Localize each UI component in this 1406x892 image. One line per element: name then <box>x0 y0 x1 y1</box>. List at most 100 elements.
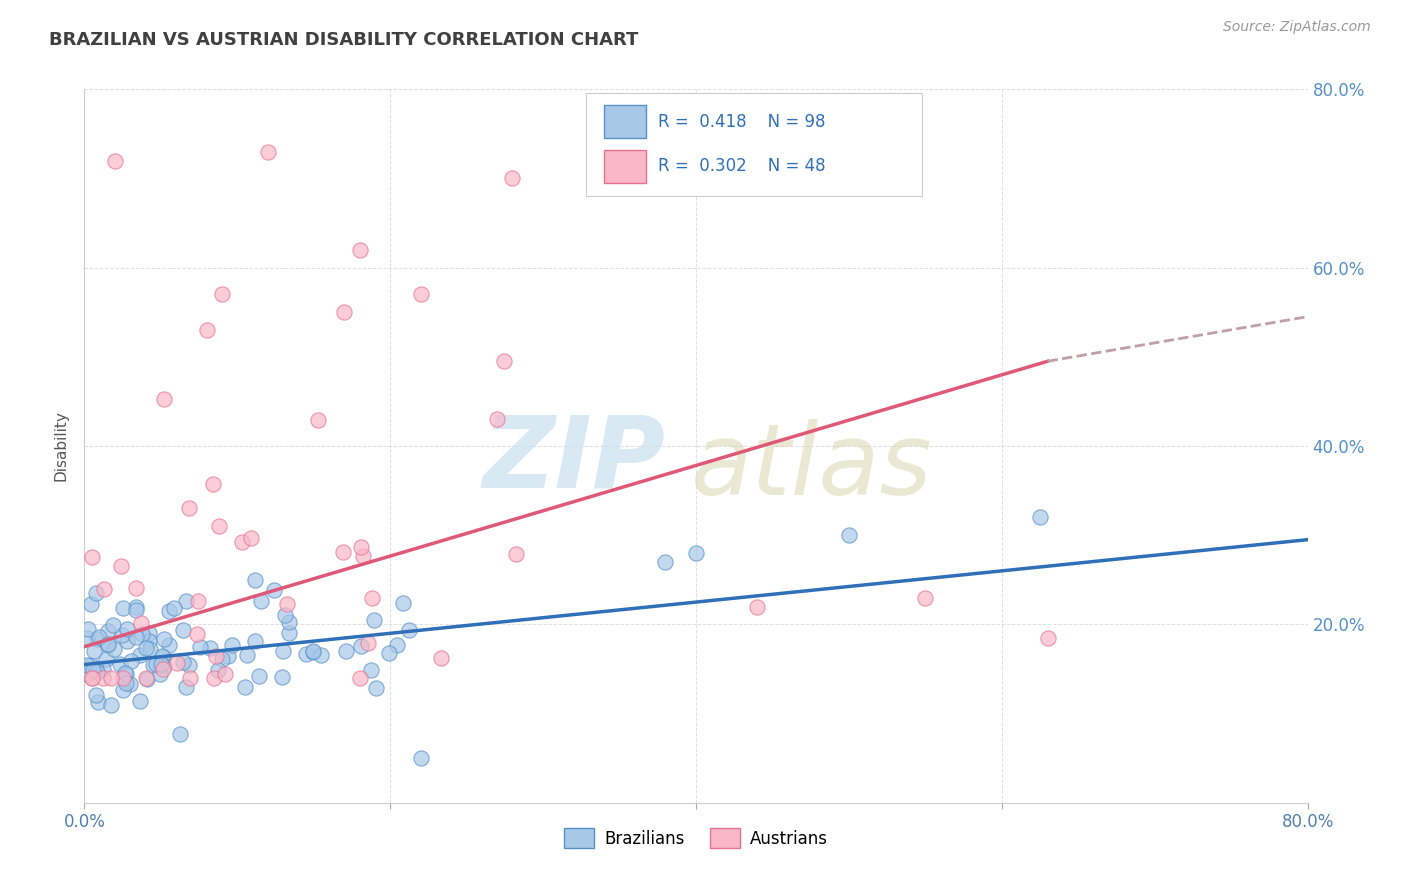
Austrians <box>187 593 209 607</box>
Text: BRAZILIAN VS AUSTRIAN DISABILITY CORRELATION CHART: BRAZILIAN VS AUSTRIAN DISABILITY CORRELA… <box>49 31 638 49</box>
Austrians <box>239 531 262 545</box>
Brazilians <box>76 631 98 645</box>
Brazilians <box>153 658 176 673</box>
Austrians <box>332 545 354 559</box>
Brazilians <box>301 645 323 659</box>
Brazilians <box>125 602 148 616</box>
Brazilians <box>83 644 105 658</box>
Brazilians <box>360 663 382 677</box>
Brazilians <box>271 670 294 684</box>
Brazilians <box>79 597 101 611</box>
Austrians <box>349 671 371 685</box>
Brazilians <box>366 681 388 695</box>
Brazilians <box>172 655 194 669</box>
Austrians <box>357 636 380 650</box>
Brazilians <box>124 599 146 614</box>
Brazilians <box>138 625 160 640</box>
Brazilians <box>103 642 125 657</box>
Brazilians <box>114 666 136 681</box>
Austrians <box>208 519 231 533</box>
Brazilians <box>115 622 138 636</box>
Brazilians <box>115 676 138 690</box>
Brazilians <box>111 683 134 698</box>
Brazilians <box>363 613 385 627</box>
Brazilians <box>169 727 191 741</box>
Brazilians <box>86 632 108 647</box>
Brazilians <box>76 658 98 673</box>
Brazilians <box>114 666 136 681</box>
Austrians <box>486 411 509 425</box>
Brazilians <box>89 631 111 645</box>
Text: R =  0.302    N = 48: R = 0.302 N = 48 <box>658 157 825 175</box>
Brazilians <box>247 669 270 683</box>
Brazilians <box>84 688 107 702</box>
Brazilians <box>138 641 160 656</box>
Austrians <box>100 671 122 685</box>
Brazilians <box>409 751 432 765</box>
Austrians <box>430 651 453 665</box>
Brazilians <box>335 643 357 657</box>
Brazilians <box>80 658 103 673</box>
Brazilians <box>97 638 120 652</box>
Brazilians <box>94 652 117 666</box>
Brazilians <box>100 698 122 713</box>
Austrians <box>110 559 132 574</box>
Brazilians <box>125 630 148 644</box>
Brazilians <box>249 593 271 607</box>
Brazilians <box>131 626 153 640</box>
FancyBboxPatch shape <box>605 150 645 183</box>
Brazilians <box>157 605 180 619</box>
Brazilians <box>274 608 297 623</box>
Brazilians <box>157 638 180 652</box>
Brazilians <box>111 628 134 642</box>
Austrians <box>195 323 218 337</box>
Brazilians <box>235 648 257 662</box>
Brazilians <box>86 665 108 679</box>
Brazilians <box>207 664 229 678</box>
Austrians <box>179 500 201 515</box>
Austrians <box>333 305 356 319</box>
Brazilians <box>378 646 401 660</box>
Brazilians <box>387 638 409 652</box>
Austrians <box>409 287 432 301</box>
Brazilians <box>150 648 173 663</box>
Text: atlas: atlas <box>692 419 934 516</box>
Brazilians <box>838 528 860 542</box>
Austrians <box>276 597 298 611</box>
Austrians <box>104 153 127 168</box>
Austrians <box>135 671 157 685</box>
Austrians <box>80 671 103 685</box>
Text: ZIP: ZIP <box>482 412 665 508</box>
Text: Source: ZipAtlas.com: Source: ZipAtlas.com <box>1223 20 1371 34</box>
Brazilians <box>235 680 257 694</box>
Brazilians <box>654 555 676 569</box>
Brazilians <box>1029 510 1052 524</box>
Austrians <box>257 145 280 159</box>
Austrians <box>1036 631 1059 645</box>
Brazilians <box>152 650 174 665</box>
Brazilians <box>277 615 299 630</box>
Austrians <box>202 671 225 685</box>
Austrians <box>111 671 134 685</box>
Brazilians <box>97 624 120 638</box>
Austrians <box>361 591 384 605</box>
Brazilians <box>76 667 98 681</box>
Brazilians <box>84 662 107 676</box>
Brazilians <box>172 623 194 637</box>
Brazilians <box>87 695 110 709</box>
Austrians <box>349 243 371 257</box>
Austrians <box>205 648 228 663</box>
Austrians <box>505 547 527 561</box>
Brazilians <box>128 694 150 708</box>
Brazilians <box>350 640 373 654</box>
Brazilians <box>188 640 211 654</box>
Brazilians <box>145 657 167 672</box>
Brazilians <box>174 593 197 607</box>
Brazilians <box>221 638 243 652</box>
Brazilians <box>263 583 285 598</box>
Brazilians <box>149 667 172 681</box>
Brazilians <box>302 644 325 658</box>
Brazilians <box>271 644 294 658</box>
Brazilians <box>108 657 131 672</box>
Brazilians <box>163 601 186 615</box>
